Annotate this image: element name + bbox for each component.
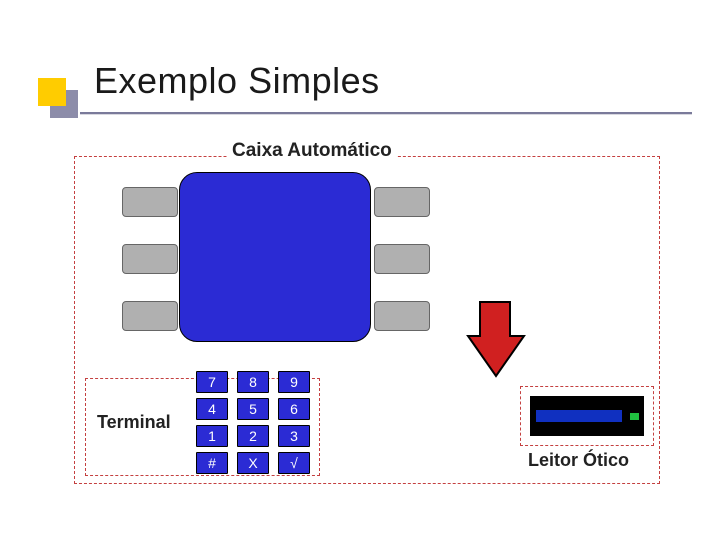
card-reader-slot (536, 410, 622, 422)
keypad-key[interactable]: 3 (278, 425, 310, 447)
group-leitor-label: Leitor Ótico (528, 450, 629, 471)
keypad-key[interactable]: 6 (278, 398, 310, 420)
keypad-key[interactable]: 5 (237, 398, 269, 420)
keypad-key[interactable]: √ (278, 452, 310, 474)
keypad-key[interactable]: 8 (237, 371, 269, 393)
screen-side-button[interactable] (122, 244, 178, 274)
keypad-key[interactable]: 9 (278, 371, 310, 393)
keypad-key[interactable]: 2 (237, 425, 269, 447)
screen-side-button[interactable] (122, 187, 178, 217)
title-rule-shadow (80, 114, 692, 115)
atm-screen (179, 172, 371, 342)
keypad-key[interactable]: 1 (196, 425, 228, 447)
card-reader-light-icon (630, 413, 639, 420)
keypad-key[interactable]: 7 (196, 371, 228, 393)
group-caixa-label: Caixa Automático (228, 140, 396, 162)
title-deco-accent (38, 78, 66, 106)
group-terminal-label: Terminal (95, 412, 173, 433)
arrow-icon (452, 298, 526, 389)
keypad-key[interactable]: # (196, 452, 228, 474)
keypad-key[interactable]: X (237, 452, 269, 474)
screen-side-button[interactable] (374, 187, 430, 217)
screen-side-button[interactable] (374, 301, 430, 331)
screen-side-button[interactable] (374, 244, 430, 274)
slide-title: Exemplo Simples (94, 60, 380, 102)
screen-side-button[interactable] (122, 301, 178, 331)
keypad-key[interactable]: 4 (196, 398, 228, 420)
